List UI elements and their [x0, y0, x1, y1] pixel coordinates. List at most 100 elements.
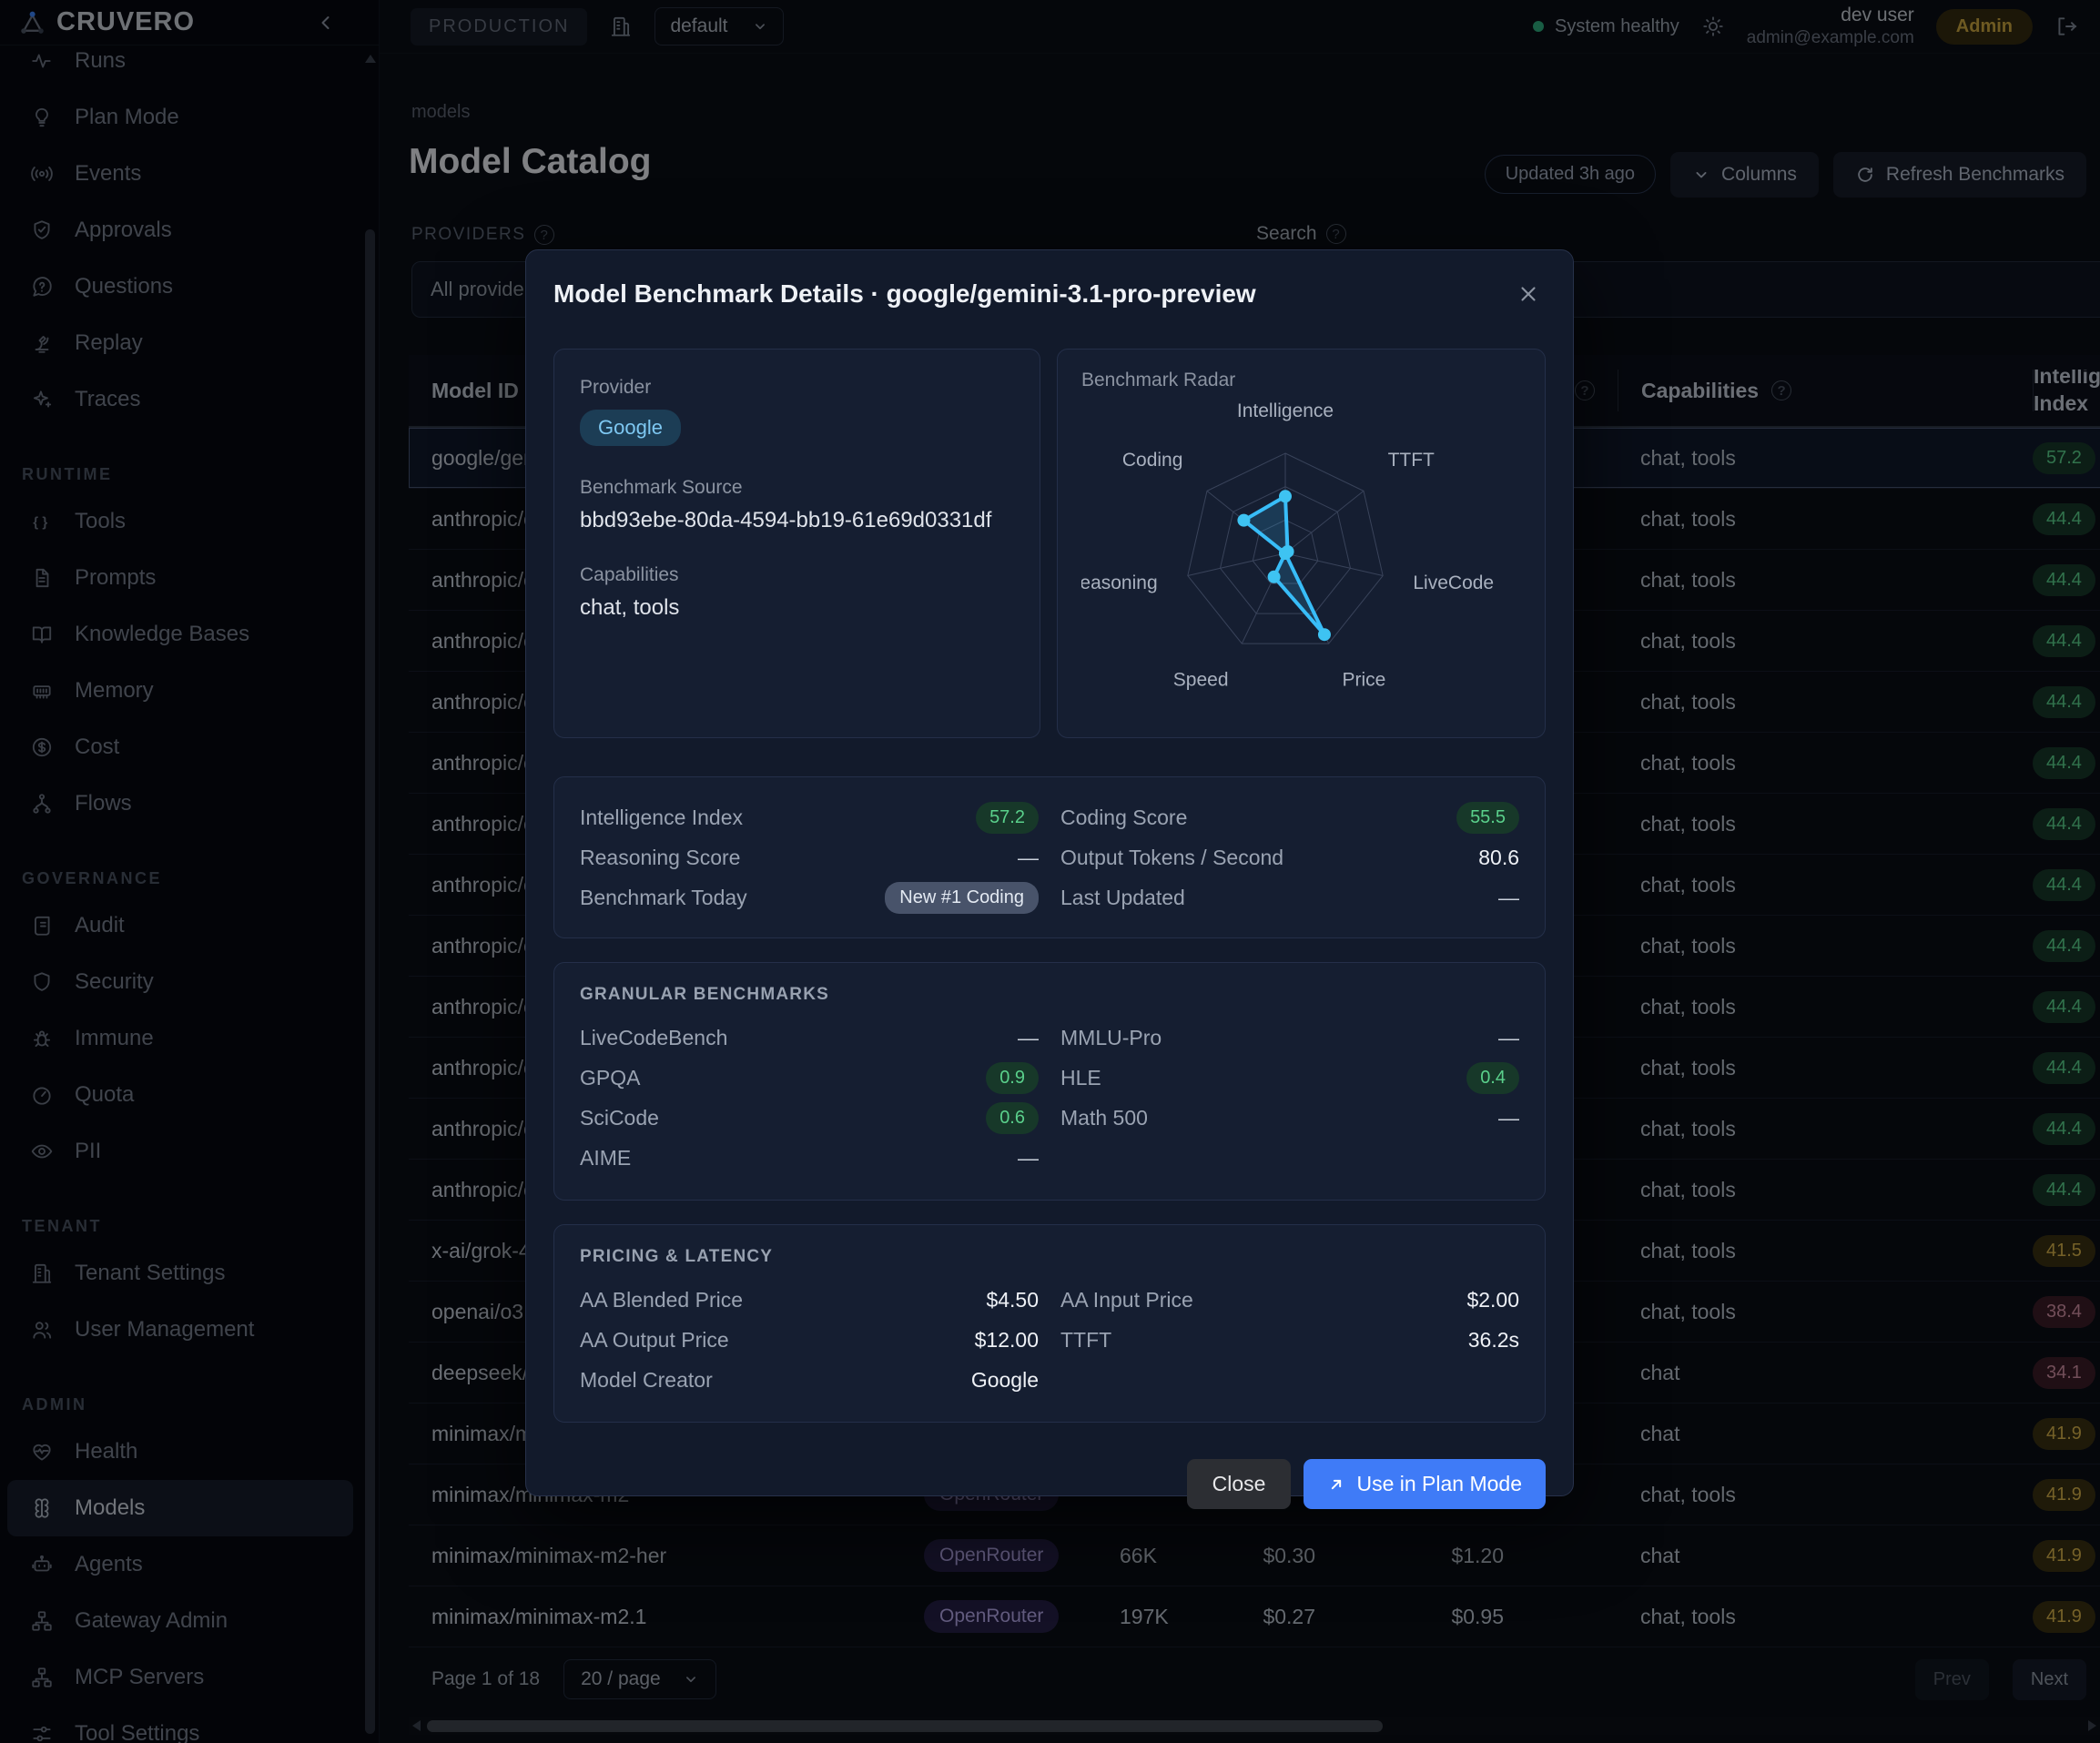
sidebar-item-quota[interactable]: Quota [7, 1067, 353, 1123]
stat-value: — [1018, 845, 1039, 869]
sidebar-section-tenant: TENANT [22, 1217, 102, 1235]
pricing-row: Model Creator Google [580, 1360, 1039, 1400]
table-row[interactable]: anthropic/c chat, tools 44.4 [409, 733, 2100, 794]
sidebar-item-prompts[interactable]: Prompts [7, 550, 353, 606]
table-row[interactable]: anthropic/c chat, tools 44.4 [409, 855, 2100, 916]
sidebar-item-health[interactable]: Health [7, 1424, 353, 1480]
sidebar-item-tools[interactable]: { } Tools [7, 493, 353, 550]
sidebar-item-cost[interactable]: Cost [7, 719, 353, 775]
stat-label: Intelligence Index [580, 805, 744, 829]
col-header-hidden[interactable]: ? [1520, 380, 1618, 400]
table-row[interactable]: minimax/minimax-m2-her OpenRouter 66K $0.30… [409, 1525, 2100, 1586]
theme-toggle-button[interactable] [1701, 15, 1725, 38]
help-icon: ? [1325, 224, 1346, 244]
stat-label: GPQA [580, 1065, 641, 1089]
intelligence-badge: 41.5 [2033, 1234, 2095, 1267]
sidebar-item-plan-mode[interactable]: Plan Mode [7, 89, 353, 146]
sidebar-item-gateway-admin[interactable]: Gateway Admin [7, 1593, 353, 1649]
next-page-button[interactable]: Next [2012, 1658, 2086, 1700]
cell-capabilities: chat, tools [1640, 1299, 1736, 1323]
sidebar-scrollbar[interactable] [363, 47, 377, 1743]
sidebar-item-label: Replay [75, 330, 143, 355]
sidebar-item-audit[interactable]: Audit [7, 897, 353, 954]
role-badge: Admin [1935, 8, 2033, 45]
prev-page-button[interactable]: Prev [1914, 1658, 1989, 1700]
sidebar-item-flows[interactable]: Flows [7, 775, 353, 832]
use-in-plan-mode-button[interactable]: Use in Plan Mode [1304, 1459, 1546, 1509]
stat-label: MMLU-Pro [1060, 1025, 1162, 1049]
sidebar-item-security[interactable]: Security [7, 954, 353, 1010]
cell-intelligence: 41.9 [2033, 1478, 2100, 1511]
radar-axis-label: Reasoning [1081, 573, 1158, 593]
pricing-latency-card: PRICING & LATENCY AA Blended Price $4.50 A… [553, 1224, 1546, 1423]
cell-model-id: deepseek/ [431, 1360, 529, 1384]
provider-badge: OpenRouter [924, 1539, 1060, 1572]
granular-row: Math 500 — [1060, 1098, 1519, 1138]
cell-model-id: minimax/minimax-m2-her [431, 1543, 667, 1567]
sidebar-item-immune[interactable]: Immune [7, 1010, 353, 1067]
benchmark-source-label: Benchmark Source [580, 477, 743, 498]
environment-badge: PRODUCTION [411, 7, 588, 46]
sidebar-item-user-management[interactable]: User Management [7, 1302, 353, 1358]
system-status: System healthy [1533, 16, 1679, 37]
cell-intelligence: 44.4 [2033, 868, 2100, 901]
sidebar-item-events[interactable]: Events [7, 146, 353, 202]
sidebar-section-governance: GOVERNANCE [22, 869, 163, 887]
provider-label: Provider [580, 377, 652, 398]
col-header-intelligence[interactable]: Intelligence Index [2033, 370, 2100, 411]
table-row[interactable]: anthropic/c chat, tools 44.4 [409, 672, 2100, 733]
page-size-select[interactable]: 20 / page [563, 1659, 716, 1699]
sidebar-item-traces[interactable]: Traces [7, 371, 353, 428]
stat-label: AIME [580, 1145, 632, 1170]
scroll-left-arrow-icon[interactable] [412, 1720, 421, 1731]
sidebar-item-models[interactable]: Models [7, 1480, 353, 1536]
close-button[interactable]: Close [1186, 1459, 1292, 1509]
stat-label: LiveCodeBench [580, 1025, 728, 1049]
sidebar-item-knowledge-bases[interactable]: Knowledge Bases [7, 606, 353, 663]
sidebar-item-runs[interactable]: Runs [7, 46, 353, 89]
sidebar-item-label: Audit [75, 913, 125, 937]
sidebar-item-questions[interactable]: Questions [7, 258, 353, 315]
logout-button[interactable] [2054, 15, 2078, 38]
table-row[interactable]: anthropic/c chat, tools 44.4 [409, 977, 2100, 1038]
replay-icon [35, 336, 49, 353]
sidebar-scrollbar-thumb[interactable] [365, 229, 375, 1734]
sidebar-item-tool-settings[interactable]: Tool Settings [7, 1706, 353, 1743]
svg-text:{ }: { } [33, 514, 47, 530]
scroll-right-arrow-icon[interactable] [2088, 1720, 2096, 1731]
col-header-model-id[interactable]: Model ID [431, 378, 519, 402]
columns-button[interactable]: Columns [1670, 151, 1819, 198]
pricing-row: AA Output Price $12.00 [580, 1320, 1039, 1360]
scroll-up-arrow-icon[interactable] [365, 55, 376, 63]
table-row[interactable]: minimax/minimax-m2.1 OpenRouter 197K $0.27 $… [409, 1586, 2100, 1647]
page-size-value: 20 / page [581, 1668, 661, 1689]
cell-intelligence: 41.9 [2033, 1600, 2100, 1633]
provider-badge: OpenRouter [924, 1600, 1060, 1633]
sidebar-item-replay[interactable]: Replay [7, 315, 353, 371]
stat-label: SciCode [580, 1105, 659, 1130]
score-row: Output Tokens / Second 80.6 [1060, 837, 1519, 877]
cell-model-id: anthropic/c [431, 567, 534, 592]
cell-model-id: anthropic/c [431, 1177, 534, 1201]
horizontal-scrollbar-thumb[interactable] [427, 1720, 1383, 1732]
close-modal-button[interactable] [1511, 277, 1546, 311]
sidebar-item-label: User Management [75, 1317, 255, 1342]
sidebar-collapse-button[interactable] [315, 12, 337, 34]
col-header-capabilities[interactable]: Capabilities ? [1618, 370, 2033, 411]
cell-capabilities: chat, tools [1640, 445, 1736, 470]
radar-axis-label: Price [1342, 670, 1385, 691]
intelligence-badge: 44.4 [2033, 990, 2095, 1023]
refresh-benchmarks-button[interactable]: Refresh Benchmarks [1832, 151, 2086, 198]
workspace-select[interactable]: default [654, 7, 784, 46]
sidebar-item-approvals[interactable]: Approvals [7, 202, 353, 258]
sidebar-item-tenant-settings[interactable]: Tenant Settings [7, 1245, 353, 1302]
cell-input-price: $0.30 [1263, 1543, 1315, 1567]
sidebar-item-mcp-servers[interactable]: MCP Servers [7, 1649, 353, 1706]
help-icon: ? [1575, 380, 1595, 400]
sidebar-item-memory[interactable]: Memory [7, 663, 353, 719]
radar-chart: Intelligence TTFT LiveCode Price Speed Reason… [1066, 391, 1521, 725]
horizontal-scrollbar[interactable] [409, 1717, 2100, 1735]
sidebar-item-pii[interactable]: PII [7, 1123, 353, 1180]
sidebar-item-agents[interactable]: Agents [7, 1536, 353, 1593]
questions-icon [33, 277, 52, 297]
